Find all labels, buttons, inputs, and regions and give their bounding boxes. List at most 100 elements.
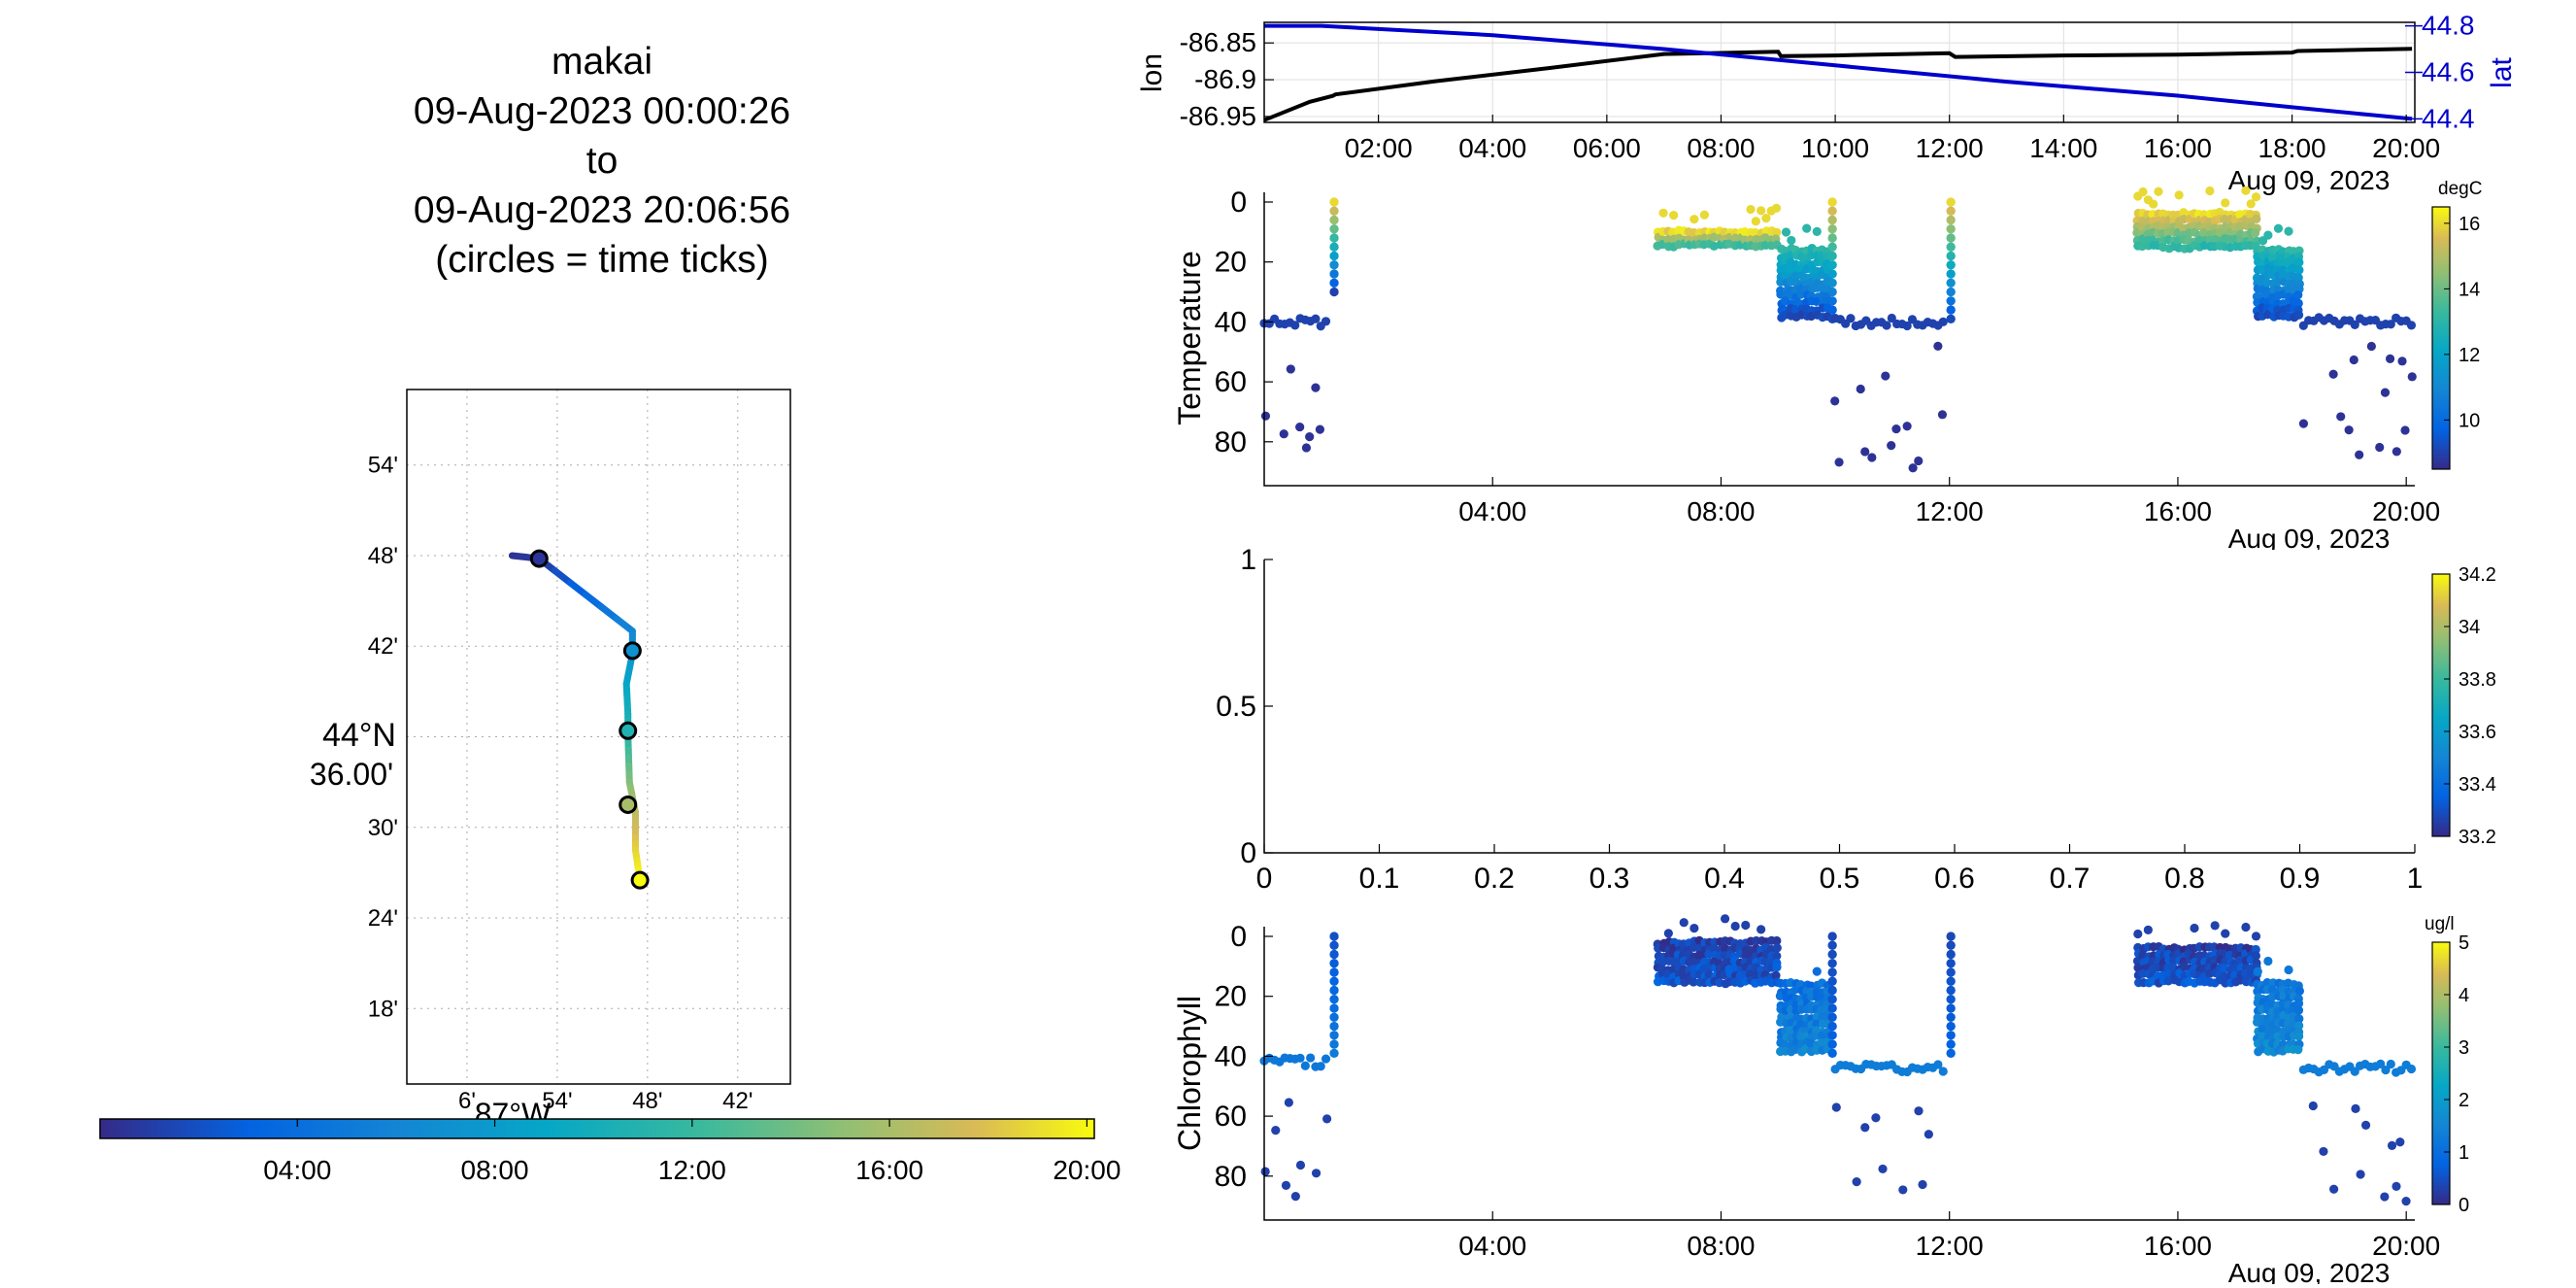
data-point [2349,355,2359,365]
data-point [1260,411,1271,421]
depth-tick-label: 40 [1215,1040,1247,1072]
data-point [1946,940,1956,950]
data-point [1933,341,1943,351]
time-tick-label: 12:00 [1916,1231,1984,1261]
data-point [2294,986,2305,996]
data-point [1281,1180,1291,1190]
salinity-x-tick-label: 0.8 [2164,863,2205,895]
chlorophyll-colorbar-unit: ug/l [2425,914,2455,934]
lon-lat-x-tick-label: 08:00 [1687,133,1755,163]
data-point [1946,932,1956,941]
lon-tick-label: -86.95 [1180,101,1256,131]
data-point [1827,287,1837,297]
data-point [2392,447,2401,457]
salinity-axes [1263,559,2415,854]
data-point [2273,223,2284,233]
map-lat-center-label-deg: 44°N [322,717,396,754]
map-time-tick-marker [619,795,638,814]
data-point [2407,372,2417,382]
salinity-colorbar-tick-label: 33.8 [2459,669,2496,691]
data-point [1946,1021,1956,1032]
data-point [2329,1184,2339,1194]
chlorophyll-colorbar [2431,941,2451,1205]
data-point [1321,317,1331,326]
data-point [1827,932,1837,941]
time-tick-label: 04:00 [1458,496,1526,526]
salinity-x-tick-label: 0.2 [1474,863,1515,895]
data-point [2356,1169,2365,1179]
chlorophyll-points [1259,914,2417,1206]
data-point [1827,1048,1837,1058]
colorbar-tick-label: 4 [2459,985,2469,1006]
data-point [1761,213,1771,223]
time-colorbar-tick-label: 04:00 [263,1155,331,1185]
figure-title: makai 09-Aug-2023 00:00:26 to 09-Aug-202… [291,37,913,285]
map-frame [406,389,791,1085]
data-point [1329,967,1339,977]
temperature-axis-label: Temperature [1172,251,1207,425]
data-point [2235,221,2245,232]
data-point [1946,260,1956,270]
map-lat-tick-label: 18' [368,996,398,1022]
data-point [2294,1032,2304,1041]
data-point [1315,424,1325,434]
data-point [2395,1137,2405,1147]
time-colorbar-tick-label: 12:00 [658,1155,726,1185]
lon-lat-frame [1263,21,2416,123]
data-point [1887,441,1896,451]
data-point [2385,354,2395,363]
data-point [1329,233,1339,243]
data-point [2344,425,2354,435]
date-label: Aug 09, 2023 [2228,1258,2391,1288]
data-point [2241,186,2251,195]
data-point [1329,932,1339,941]
salinity-x-tick-label: 0 [1256,863,1273,895]
data-point [1938,1067,1948,1076]
data-point [2406,321,2417,330]
map-tick-labels: 54' 48' 42' 30' 24' 18' 6' 54' 48' 42' [368,453,753,1114]
temperature-axes [1263,192,2415,487]
map-lat-tick-label: 24' [368,905,398,932]
data-point [1827,233,1837,243]
data-point [1891,424,1901,434]
data-point [2336,412,2346,422]
data-point [1772,935,1782,946]
data-point [1290,321,1300,330]
data-point [1286,364,1295,374]
lon-lat-x-tick-label: 14:00 [2029,133,2097,163]
data-point [1827,1003,1837,1013]
data-point [2293,298,2303,308]
time-colorbar-tick-label: 16:00 [855,1155,923,1185]
salinity-x-tick-label: 1 [2407,863,2424,895]
data-point [1878,1164,1888,1174]
data-point [2190,923,2199,933]
data-point [1709,232,1719,242]
data-point [1938,317,1948,326]
data-point [1902,321,1912,331]
data-point [1827,206,1837,216]
data-point [1946,995,1956,1004]
data-point [1741,920,1751,931]
data-point [1746,204,1756,215]
title-line-end: 09-Aug-2023 20:06:56 [413,189,791,231]
data-point [1689,923,1699,933]
data-point [1827,959,1837,968]
depth-tick-label: 80 [1215,426,1247,458]
salinity-y-tick-label: 0.5 [1216,691,1256,723]
time-colorbar-ticks: 04:00 08:00 12:00 16:00 20:00 [263,1119,1121,1185]
data-point [1295,422,1305,432]
data-point [2294,1014,2304,1024]
lon-axis-label: lon [1136,53,1168,92]
data-point [1329,269,1339,279]
time-colorbar-gradient [99,1118,1095,1139]
depth-tick-label: 0 [1230,921,1247,953]
data-point [1271,1126,1281,1135]
map-lon-tick-label: 48' [632,1088,662,1114]
data-point [1827,949,1837,960]
data-point [2263,956,2273,966]
map-lat-tick-label: 30' [368,815,398,841]
data-point [1290,1192,1300,1202]
data-point [1827,278,1837,288]
data-point [2252,214,2261,223]
data-point [1329,1048,1339,1058]
